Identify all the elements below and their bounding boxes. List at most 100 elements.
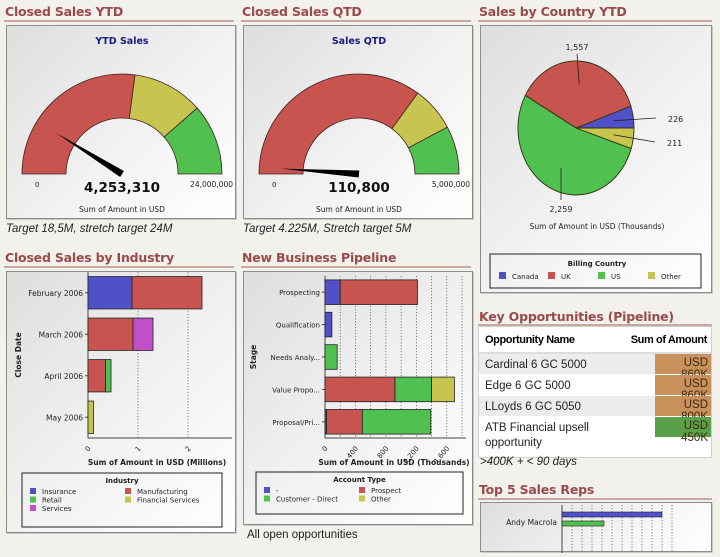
bar-segment-manufacturing (88, 360, 106, 392)
opportunity-amount: USD 860K (655, 354, 711, 374)
gauge-title: Sales QTD (332, 36, 386, 47)
y-tick-label: Proposal/Pri... (272, 419, 320, 427)
legend-label: Customer - Direct (276, 496, 338, 504)
reps-bar-chart: Andy Macrola (481, 503, 713, 553)
legend-label: Services (42, 505, 72, 513)
gauge-axis-label: Sum of Amount in USD (79, 205, 165, 214)
legend-swatch-us (598, 272, 605, 279)
bar-segment-customer-direct (395, 377, 432, 402)
legend-label: Insurance (42, 488, 76, 496)
bar-segment-- (325, 312, 332, 337)
opportunity-amount: USD 860K (655, 375, 711, 395)
bar-segment-other (432, 377, 455, 402)
bar-segment-prospect (340, 280, 417, 305)
legend-label: Manufacturing (137, 488, 188, 496)
bar-segment-manufacturing (132, 277, 202, 309)
gauge-max-label: 24,000,000 (190, 180, 233, 189)
column-header-name[interactable]: Opportunity Name (485, 334, 575, 346)
legend-swatch-uk (548, 272, 555, 279)
legend-title: Industry (105, 477, 139, 485)
legend-swatch-canada (499, 272, 506, 279)
bar-segment-series-2 (562, 521, 604, 526)
ytd-caption: Target 18,5M, stretch target 24M (6, 223, 172, 235)
gauge-axis-label: Sum of Amount in USD (316, 205, 402, 214)
table-row[interactable]: ATB Financial upsell opportunity USD 450… (479, 417, 711, 457)
opportunity-amount: USD 800K (655, 396, 711, 416)
pie-value-label: 2,259 (550, 205, 573, 214)
y-tick-label: Value Propo... (272, 386, 320, 394)
bar-segment-insurance (88, 277, 132, 309)
qtd-caption: Target 4.225M, Stretch target 5M (243, 223, 411, 235)
x-axis-label: Sum of Amount in USD (Millions) (88, 458, 226, 467)
x-axis-label: Sum of Amount in USD (Thousands) (318, 458, 469, 467)
legend-swatch (264, 496, 270, 502)
legend-swatch (30, 488, 36, 494)
legend-swatch-other (648, 272, 655, 279)
y-tick-label: March 2006 (39, 330, 84, 339)
pipeline-bar-chart: Prospecting Qualification Needs Analy... Va… (244, 272, 474, 526)
table-row[interactable]: Edge 6 GC 5000 USD 860K (479, 375, 711, 396)
y-axis-label: Close Date (14, 332, 23, 377)
legend-swatch (125, 488, 131, 494)
pipeline-chart-panel: Prospecting Qualification Needs Analy... Va… (243, 271, 473, 525)
legend-label: - (276, 487, 279, 495)
divider (4, 20, 234, 22)
legend-title: Account Type (333, 476, 386, 484)
opportunity-amount: USD 450K (655, 417, 711, 437)
opportunity-name[interactable]: ATB Financial upsell opportunity (479, 417, 629, 455)
legend-title: Billing Country (568, 260, 627, 268)
opportunities-table: Opportunity Name Sum of Amount Cardinal … (478, 326, 712, 458)
column-header-amount[interactable]: Sum of Amount (631, 334, 707, 346)
legend-swatch (264, 487, 270, 493)
divider (478, 498, 712, 500)
gauge-title: YTD Sales (94, 36, 149, 47)
legend-swatch (30, 505, 36, 511)
legend-label: Other (371, 496, 391, 504)
y-tick-label: Needs Analy... (271, 354, 320, 362)
divider (241, 20, 471, 22)
pipeline-caption: All open opportunities (247, 529, 358, 541)
y-tick-label: Prospecting (279, 289, 320, 297)
bar-segment-manufacturing (88, 318, 133, 350)
legend-swatch (125, 497, 131, 503)
legend-label: Other (661, 273, 681, 281)
bar-segment-customer-direct (362, 409, 431, 434)
y-tick-label: Qualification (276, 322, 320, 330)
section-title-reps: Top 5 Sales Reps (479, 482, 594, 497)
bar-segment-- (325, 280, 340, 305)
opportunity-name[interactable]: LLoyds 6 GC 5050 (479, 396, 587, 419)
y-tick-label: Andy Macrola (506, 518, 557, 527)
bar-segment-financial-services (88, 401, 94, 433)
bar-segment-series-1 (562, 512, 662, 517)
opportunity-name[interactable]: Edge 6 GC 5000 (479, 375, 577, 398)
legend-label: Retail (42, 497, 62, 505)
legend-label: Prospect (371, 487, 401, 495)
pie-axis-label: Sum of Amount in USD (Thousands) (530, 222, 665, 231)
legend-swatch (359, 487, 365, 493)
divider (4, 266, 234, 268)
y-axis-label: Stage (249, 345, 258, 370)
legend-label: Canada (512, 273, 539, 281)
table-row[interactable]: LLoyds 6 GC 5050 USD 800K (479, 396, 711, 417)
legend-swatch (30, 497, 36, 503)
legend-label: US (611, 273, 621, 281)
x-tick-label: 0 (321, 445, 330, 454)
opportunities-caption: >400K + < 90 days (480, 456, 577, 468)
section-title-pipeline: New Business Pipeline (242, 250, 396, 265)
table-row[interactable]: Cardinal 6 GC 5000 USD 860K (479, 354, 711, 375)
gauge-value: 4,253,310 (84, 180, 160, 196)
gauge-value: 110,800 (328, 180, 390, 196)
bar-segment-retail (106, 360, 112, 392)
y-tick-label: April 2006 (44, 372, 83, 381)
legend-label: UK (561, 273, 571, 281)
section-title-opportunities: Key Opportunities (Pipeline) (479, 309, 674, 324)
bar-segment-services (133, 318, 153, 350)
bar-segment-prospect (325, 377, 395, 402)
opportunity-name[interactable]: Cardinal 6 GC 5000 (479, 354, 593, 377)
